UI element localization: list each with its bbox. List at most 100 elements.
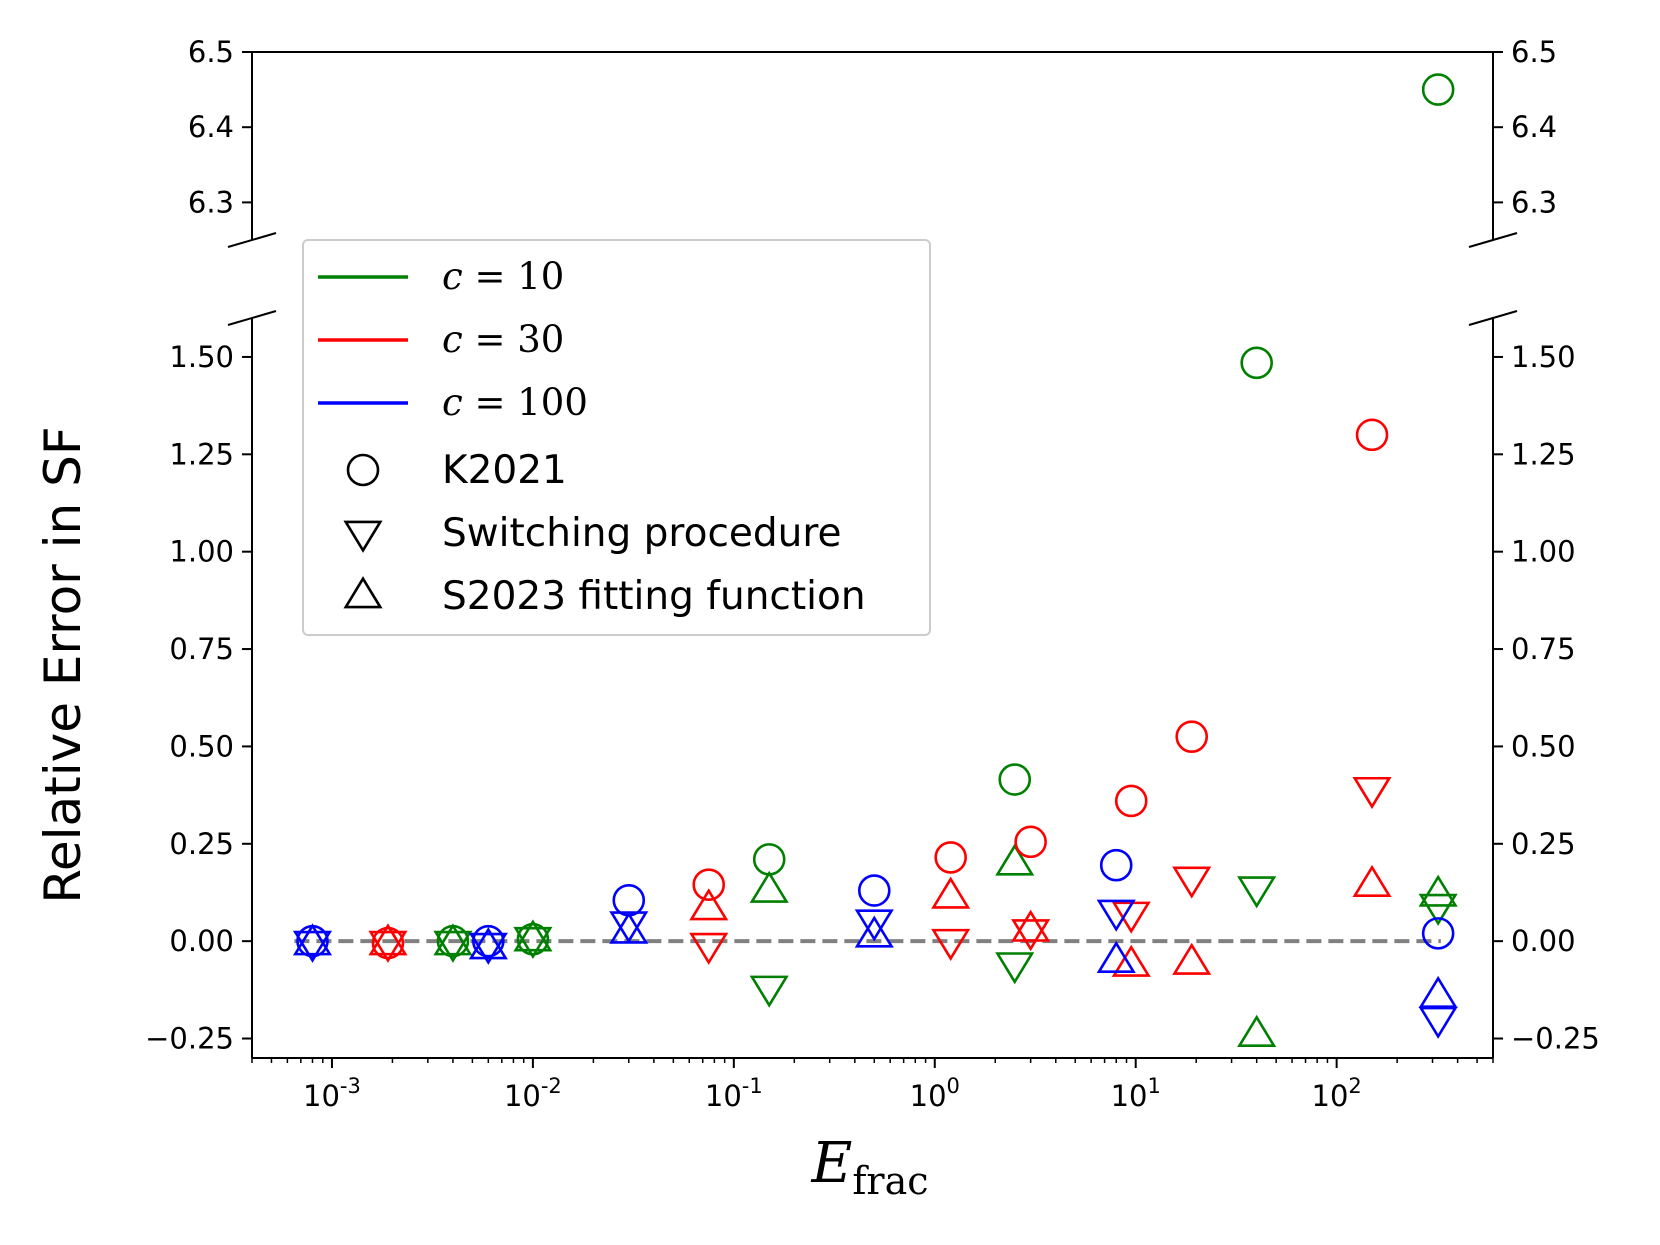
bottom-y-right-tick-label: 0.75 (1511, 632, 1576, 666)
top-y-right-tick-label: 6.5 (1511, 35, 1557, 69)
data-point-c-100-k2021 (1099, 848, 1133, 882)
data-point-c-30-k2021 (934, 841, 967, 874)
bottom-y-right-tick-label: 0.50 (1511, 729, 1576, 763)
x-tick-label-exponent: 2 (1348, 1074, 1361, 1098)
data-point-c-30-s2023-fitting-function (689, 888, 729, 921)
legend-label-circle: K2021 (442, 448, 567, 493)
axis-break-mark-2 (227, 310, 277, 326)
y-axis-title: Relative Error in SF (34, 426, 92, 903)
x-tick-label-exponent: -1 (742, 1074, 763, 1098)
x-tick-label: 10-3 (303, 1074, 361, 1113)
data-point-c-100-switching-procedure (468, 932, 508, 965)
x-tick-label-exponent: -2 (541, 1074, 562, 1098)
data-point-c-10-s2023-fitting-function (995, 843, 1035, 876)
data-point-c-100-s2023-fitting-function (292, 923, 333, 956)
data-point-c-100-k2021 (1421, 917, 1455, 950)
data-point-c-30-k2021 (1355, 418, 1389, 452)
x-tick-label-exponent: 0 (947, 1074, 960, 1098)
bottom-y-left-tick-label: 0.50 (169, 729, 234, 763)
data-point-c-100-switching-procedure (854, 909, 894, 942)
bottom-y-right-tick-label: 0.25 (1511, 827, 1576, 861)
x-tick-label-base: 10 (504, 1079, 541, 1113)
data-point-c-100-s2023-fitting-function (854, 915, 894, 948)
data-point-c-10-switching-procedure (1237, 876, 1277, 909)
bottom-y-left-tick-label: 1.00 (169, 535, 234, 569)
data-point-c-30-s2023-fitting-function (1172, 942, 1212, 975)
x-tick-label: 10-2 (504, 1074, 562, 1113)
data-point-c-10-k2021 (1240, 346, 1273, 380)
top-y-left-tick-label: 6.5 (188, 35, 234, 69)
legend-label-100: c = 100 (442, 381, 588, 424)
data-point-c-10-k2021 (998, 763, 1032, 796)
bottom-y-left-tick-label: −0.25 (145, 1022, 234, 1056)
legend-marker-triangle-down (343, 520, 383, 553)
data-point-c-100-k2021 (472, 924, 505, 958)
legend-label-triangle-down: Switching procedure (442, 511, 842, 556)
legend-label-variable: c (442, 318, 463, 361)
data-point-c-10-switching-procedure (1418, 893, 1458, 926)
data-point-c-100-s2023-fitting-function (1096, 940, 1136, 973)
data-point-c-30-s2023-fitting-function (1011, 909, 1051, 942)
data-point-c-30-s2023-fitting-function (368, 923, 408, 956)
data-point-c-10-s2023-fitting-function (433, 923, 473, 956)
top-y-right-tick-label: 6.3 (1511, 185, 1557, 219)
x-tick-label: 101 (1111, 1074, 1161, 1113)
data-point-c-10-switching-procedure (433, 930, 473, 963)
legend-label-value: = 10 (463, 255, 565, 298)
data-point-c-30-switching-procedure (1352, 776, 1392, 810)
x-tick-label-exponent: 1 (1147, 1074, 1160, 1098)
data-point-c-10-s2023-fitting-function (749, 870, 789, 903)
data-point-c-100-switching-procedure (292, 930, 333, 963)
legend-label-value: = 100 (463, 381, 588, 424)
bottom-y-left-tick-label: 0.00 (169, 924, 234, 958)
legend-label-variable: c (442, 255, 463, 298)
legend-label-30: c = 30 (442, 318, 564, 361)
data-point-c-10-switching-procedure (513, 926, 553, 960)
x-tick-label: 10-1 (705, 1074, 763, 1113)
data-point-c-100-k2021 (857, 874, 891, 907)
data-point-c-30-switching-procedure (1172, 866, 1212, 899)
data-point-c-30-k2021 (692, 868, 726, 901)
legend-label-value: = 30 (463, 318, 565, 361)
data-point-c-30-s2023-fitting-function (1352, 864, 1392, 898)
bottom-y-left-tick-label: 0.25 (169, 827, 234, 861)
x-tick-label: 100 (910, 1074, 960, 1113)
bottom-panel: −0.25 −0.25 0.00 0.00 0.25 0.25 0.50 0.50 0.75 0.… (145, 318, 1600, 1113)
x-tick-label: 102 (1312, 1074, 1362, 1113)
data-point-c-30-s2023-fitting-function (931, 876, 971, 909)
bottom-y-right-tick-label: −0.25 (1511, 1022, 1600, 1056)
bottom-y-right-tick-label: 1.25 (1511, 437, 1576, 471)
data-point-c-30-k2021 (1014, 825, 1047, 859)
axis-break-mark-3 (1468, 310, 1518, 326)
x-tick-label-base: 10 (910, 1079, 947, 1113)
data-point-c-10-s2023-fitting-function (513, 919, 553, 952)
top-y-left-tick-label: 6.4 (188, 110, 234, 144)
axis-break-mark-1 (1468, 232, 1518, 248)
data-point-c-30-switching-procedure (1011, 919, 1051, 952)
x-tick-label-exponent: -3 (340, 1074, 361, 1098)
bottom-y-left-tick-label: 0.75 (169, 632, 234, 666)
data-point-c-100-s2023-fitting-function (1418, 975, 1458, 1009)
bottom-y-right-tick-label: 1.50 (1511, 340, 1576, 374)
top-y-left-tick-label: 6.3 (188, 185, 234, 219)
data-point-c-100-switching-procedure (1096, 899, 1136, 932)
x-axis-title-subscript: frac (852, 1159, 928, 1203)
data-markers (292, 73, 1458, 1047)
data-point-c-10-s2023-fitting-function (1418, 874, 1458, 907)
x-tick-label-base: 10 (1312, 1079, 1349, 1113)
data-point-c-100-s2023-fitting-function (609, 911, 649, 944)
bottom-y-left-tick-label: 1.50 (169, 340, 234, 374)
data-point-c-10-switching-procedure (749, 975, 789, 1008)
data-point-c-100-switching-procedure (1418, 1006, 1458, 1039)
legend-marker-circle (346, 453, 380, 487)
legend-marker-triangle-up (343, 576, 383, 609)
bottom-y-right-tick-label: 1.00 (1511, 535, 1576, 569)
axis-break-mark-0 (227, 232, 277, 248)
legend-label-triangle-up: S2023 fitting function (442, 574, 866, 619)
x-axis-title-base: E (810, 1131, 852, 1196)
legend-label-10: c = 10 (442, 255, 564, 298)
data-point-c-30-switching-procedure (931, 928, 971, 961)
data-point-c-30-k2021 (1175, 720, 1209, 753)
